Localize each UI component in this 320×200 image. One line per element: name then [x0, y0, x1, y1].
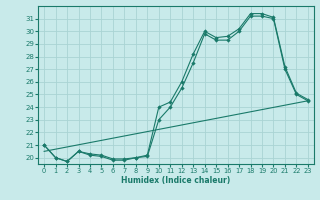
X-axis label: Humidex (Indice chaleur): Humidex (Indice chaleur): [121, 176, 231, 185]
